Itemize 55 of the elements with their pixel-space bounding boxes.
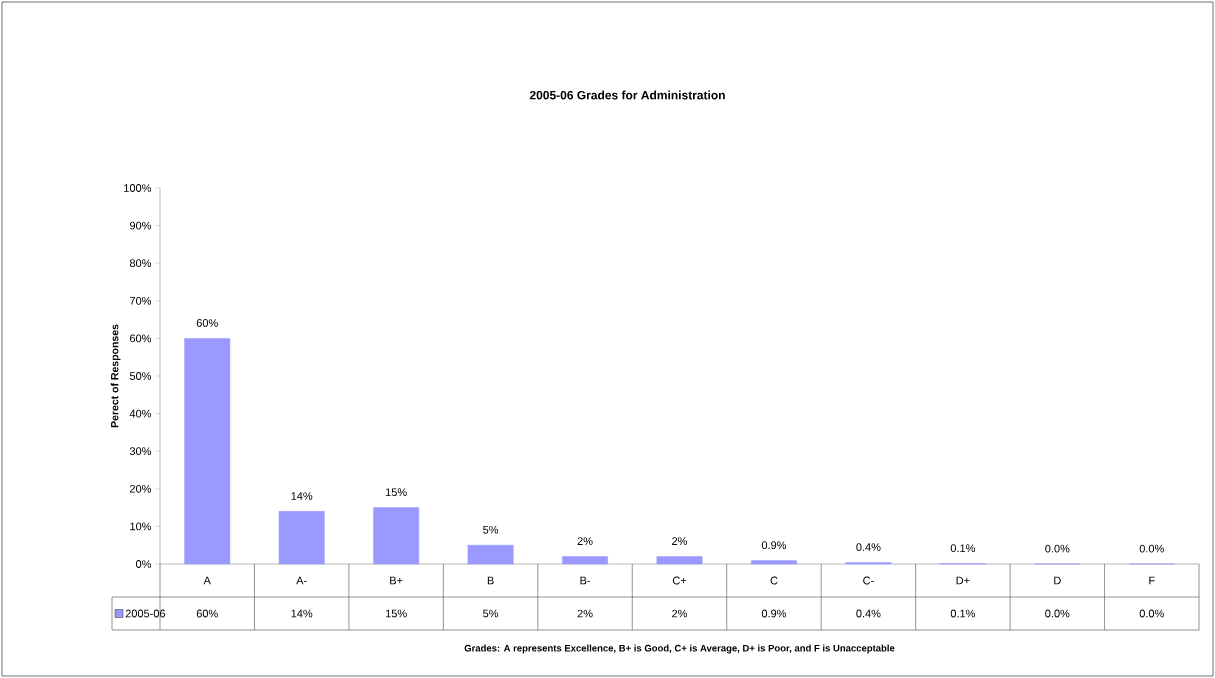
x-tick-label: C+ (672, 576, 687, 585)
y-tick-label: 20% (130, 484, 152, 493)
x-tick-label: B+ (390, 576, 403, 585)
y-tick-label: 100% (124, 184, 152, 192)
data-label: 5% (483, 609, 499, 618)
text: 0.4% (856, 543, 881, 551)
text: 15% (385, 488, 407, 497)
chart-title: 2005-06 Grades for Administration (529, 90, 725, 100)
y-tick-label: 40% (129, 409, 152, 418)
text: 14% (291, 492, 313, 500)
text: 2% (577, 537, 593, 545)
x-tick-label: C (770, 576, 778, 585)
data-label: 0.4% (856, 609, 881, 618)
y-axis-title: Perect of Responses (110, 324, 121, 428)
data-label: 0.9% (761, 609, 787, 618)
y-tick-label: 60% (130, 334, 152, 343)
y-tick-label: 70% (130, 296, 152, 305)
bar (562, 556, 608, 565)
y-tick-label: 0% (136, 560, 152, 568)
data-label: 15% (385, 609, 407, 618)
x-tick-label: B- (580, 576, 591, 585)
bar (751, 560, 797, 565)
text: 5% (483, 525, 499, 534)
bar (278, 511, 325, 565)
data-label: 2% (672, 609, 688, 618)
y-tick-label: 50% (129, 372, 152, 380)
data-label: 14% (291, 609, 313, 618)
x-tick-label: C- (863, 576, 874, 585)
bar (656, 556, 703, 565)
x-tick-label: F (1149, 576, 1155, 585)
bar (373, 507, 420, 565)
data-label: 60% (196, 609, 218, 618)
y-tick-label: 30% (129, 447, 152, 456)
y-tick-label: 90% (129, 221, 152, 230)
text: 0.0% (1139, 544, 1164, 553)
y-tick-label: 10% (130, 522, 152, 531)
data-label: 2% (577, 609, 593, 618)
x-tick-label: B (487, 576, 494, 585)
x-tick-label: D (1054, 576, 1061, 585)
y-tick-label: 80% (129, 259, 152, 268)
text: Grades: A represents Excellence, B+ is Good, C+ is Average, D+ is Poor, and F is Unacceptable (464, 644, 895, 654)
text: 60% (196, 319, 218, 327)
bar (184, 338, 231, 565)
data-label: 0.1% (950, 609, 976, 618)
x-tick-label: D+ (956, 576, 970, 585)
text: 0.0% (1045, 544, 1070, 553)
text: 2% (672, 537, 688, 545)
text: 0.9% (761, 541, 787, 550)
text: 0.1% (950, 544, 975, 553)
x-tick-label: A (203, 576, 211, 585)
data-label: 0.0% (1139, 609, 1164, 618)
data-label: 0.0% (1045, 609, 1070, 618)
x-tick-label: A- (296, 576, 307, 585)
bar (467, 544, 514, 565)
legend-label: 2005-06 (125, 609, 166, 618)
